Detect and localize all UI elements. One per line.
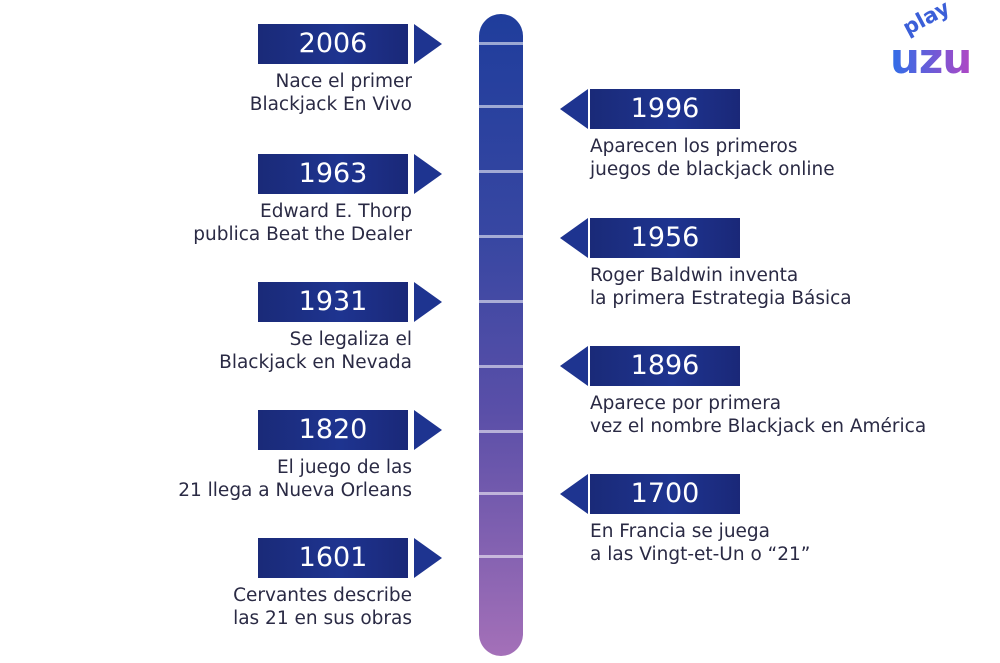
description-line: Nace el primer bbox=[275, 71, 412, 92]
description-line: publica Beat the Dealer bbox=[193, 224, 412, 245]
event-description: Nace el primer Blackjack En Vivo bbox=[250, 70, 412, 116]
playuzu-logo[interactable]: play uzu bbox=[888, 0, 983, 84]
timeline-tick bbox=[479, 430, 523, 433]
description-line: Se legaliza el bbox=[289, 329, 412, 350]
event-description: Cervantes describe las 21 en sus obras bbox=[233, 584, 412, 630]
description-line: Cervantes describe bbox=[233, 585, 412, 606]
year-badge: 1931 bbox=[258, 282, 408, 322]
description-line: Blackjack en Nevada bbox=[219, 352, 412, 373]
description-line: la primera Estrategia Básica bbox=[590, 288, 852, 309]
timeline-tick bbox=[479, 105, 523, 108]
timeline-tick bbox=[479, 365, 523, 368]
description-line: juegos de blackjack online bbox=[590, 159, 835, 180]
event-description: Aparece por primera vez el nombre Blackj… bbox=[590, 392, 926, 438]
event-description: Se legaliza el Blackjack en Nevada bbox=[219, 328, 412, 374]
arrow-left-icon bbox=[560, 218, 588, 258]
description-line: vez el nombre Blackjack en América bbox=[590, 416, 927, 437]
timeline-tick bbox=[479, 170, 523, 173]
year-badge: 1896 bbox=[590, 346, 740, 386]
year-badge: 1820 bbox=[258, 410, 408, 450]
event-description: Aparecen los primeros juegos de blackjac… bbox=[590, 135, 835, 181]
description-line: Roger Baldwin inventa bbox=[590, 265, 799, 286]
arrow-right-icon bbox=[414, 538, 442, 578]
description-line: Aparece por primera bbox=[590, 393, 782, 414]
timeline-tick bbox=[479, 555, 523, 558]
timeline-tick bbox=[479, 492, 523, 495]
description-line: 21 llega a Nueva Orleans bbox=[178, 480, 412, 501]
event-description: Roger Baldwin inventa la primera Estrate… bbox=[590, 264, 852, 310]
year-badge: 1996 bbox=[590, 89, 740, 129]
timeline-tick bbox=[479, 300, 523, 303]
description-line: Aparecen los primeros bbox=[590, 136, 798, 157]
event-description: El juego de las 21 llega a Nueva Orleans bbox=[178, 456, 412, 502]
year-badge: 1601 bbox=[258, 538, 408, 578]
description-line: a las Vingt-et-Un o “21” bbox=[590, 544, 811, 565]
arrow-right-icon bbox=[414, 410, 442, 450]
timeline-tick bbox=[479, 42, 523, 45]
arrow-left-icon bbox=[560, 474, 588, 514]
logo-uzu-text: uzu bbox=[890, 34, 972, 83]
description-line: las 21 en sus obras bbox=[233, 608, 412, 629]
timeline-spine bbox=[479, 14, 523, 656]
description-line: Blackjack En Vivo bbox=[249, 94, 412, 115]
year-badge: 1963 bbox=[258, 154, 408, 194]
event-description: Edward E. Thorp publica Beat the Dealer bbox=[193, 200, 412, 246]
description-line: El juego de las bbox=[276, 457, 412, 478]
description-line: En Francia se juega bbox=[590, 521, 771, 542]
year-badge: 2006 bbox=[258, 24, 408, 64]
year-badge: 1956 bbox=[590, 218, 740, 258]
year-badge: 1700 bbox=[590, 474, 740, 514]
description-line: Edward E. Thorp bbox=[260, 201, 412, 222]
timeline-tick bbox=[479, 235, 523, 238]
arrow-left-icon bbox=[560, 346, 588, 386]
arrow-right-icon bbox=[414, 24, 442, 64]
event-description: En Francia se juega a las Vingt-et-Un o … bbox=[590, 520, 810, 566]
arrow-right-icon bbox=[414, 154, 442, 194]
arrow-left-icon bbox=[560, 89, 588, 129]
arrow-right-icon bbox=[414, 282, 442, 322]
